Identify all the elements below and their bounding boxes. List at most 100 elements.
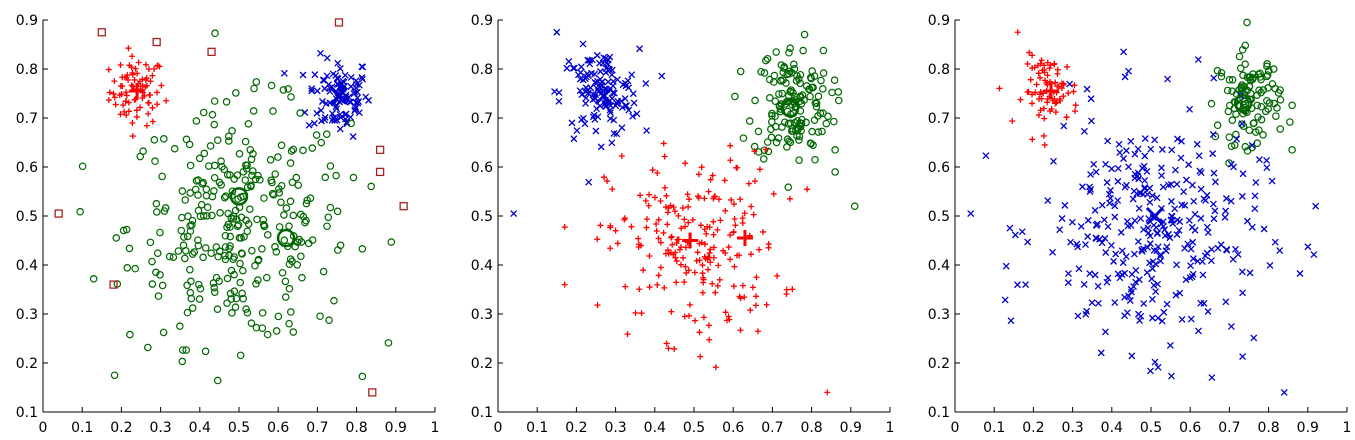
data-point [632, 309, 639, 316]
data-point [1235, 52, 1244, 61]
data-point [1091, 271, 1099, 279]
x-tick-label: 1 [886, 420, 895, 436]
data-point [1006, 224, 1014, 232]
data-point [1154, 314, 1162, 322]
data-point [755, 328, 762, 335]
data-point [1197, 169, 1205, 177]
scatter-panel-1: 0 0.1 0.2 0.3 0.4 0.5 0.6 0.7 0.8 0.9 10.90.80.70.… [16, 13, 440, 436]
data-point [178, 187, 187, 195]
data-point [297, 252, 305, 261]
y-tick-label: 0.8 [471, 62, 493, 78]
data-point [709, 280, 716, 287]
data-point [673, 279, 680, 286]
data-point [1239, 71, 1247, 80]
data-point [767, 125, 775, 134]
data-point [1029, 100, 1036, 107]
data-point [218, 162, 226, 171]
data-point [643, 127, 651, 135]
data-point [1207, 99, 1216, 108]
data-point [1190, 197, 1198, 205]
data-point [258, 309, 267, 317]
data-point [1250, 119, 1258, 127]
data-point [149, 72, 156, 79]
data-point [561, 224, 568, 231]
data-point [110, 90, 117, 97]
data-point [248, 171, 256, 180]
data-point [574, 71, 582, 79]
data-point [1114, 164, 1122, 172]
data-point [597, 222, 604, 229]
data-point [222, 98, 231, 106]
data-point [774, 272, 781, 279]
data-point [622, 283, 629, 290]
data-point [594, 302, 601, 309]
data-point [721, 177, 728, 184]
data-point [160, 135, 168, 143]
data-point [753, 293, 760, 300]
data-point [384, 339, 393, 347]
data-point [120, 102, 127, 109]
data-point [317, 117, 325, 125]
data-point [1128, 270, 1136, 278]
data-point [336, 65, 344, 72]
data-point [123, 263, 132, 272]
data-point [209, 279, 218, 287]
data-point [241, 176, 250, 184]
cluster-center-marker [129, 83, 146, 100]
data-point [1182, 276, 1190, 284]
data-point [784, 183, 793, 191]
data-point [1098, 239, 1106, 247]
data-point [1176, 289, 1184, 297]
data-point [1227, 142, 1236, 151]
data-point [1232, 245, 1239, 253]
data-point [1255, 126, 1263, 134]
data-point [784, 120, 793, 128]
data-point [226, 232, 235, 241]
data-point [1261, 107, 1270, 116]
data-point [996, 85, 1003, 92]
series-circle [731, 30, 859, 211]
data-point [1153, 230, 1161, 238]
data-point [280, 69, 288, 77]
data-point [1100, 216, 1108, 224]
data-point [1208, 374, 1216, 382]
data-point [596, 68, 604, 75]
data-point [1200, 299, 1208, 307]
data-point [1092, 234, 1100, 242]
data-point [1064, 279, 1072, 287]
data-point [705, 266, 712, 273]
data-point [692, 317, 699, 324]
data-point [699, 289, 706, 296]
data-point [1071, 108, 1078, 115]
data-point [624, 331, 631, 338]
data-point [154, 292, 163, 300]
data-point [194, 241, 203, 250]
data-point [1105, 190, 1113, 198]
data-point [1024, 60, 1031, 67]
data-point [196, 284, 205, 293]
cluster-center-marker [594, 86, 613, 106]
data-point [1037, 88, 1044, 95]
data-point [1147, 145, 1155, 153]
data-point [1251, 205, 1259, 213]
data-point [132, 65, 139, 72]
data-point [137, 104, 144, 111]
x-tick-label: 0 [951, 420, 960, 436]
y-tick-label: 0.5 [928, 209, 950, 225]
data-point [262, 273, 271, 282]
data-point [785, 48, 793, 57]
data-point [302, 199, 311, 208]
data-point [695, 171, 702, 178]
data-point [207, 47, 216, 56]
data-point [294, 181, 303, 189]
data-point [323, 72, 331, 80]
data-point [1084, 216, 1092, 224]
data-point [387, 238, 396, 246]
data-point [732, 222, 739, 229]
data-point [1248, 75, 1257, 84]
data-point [126, 62, 133, 69]
data-point [230, 287, 239, 295]
data-point [1264, 84, 1272, 92]
data-point [1144, 243, 1152, 251]
cluster-center-marker [682, 232, 699, 249]
